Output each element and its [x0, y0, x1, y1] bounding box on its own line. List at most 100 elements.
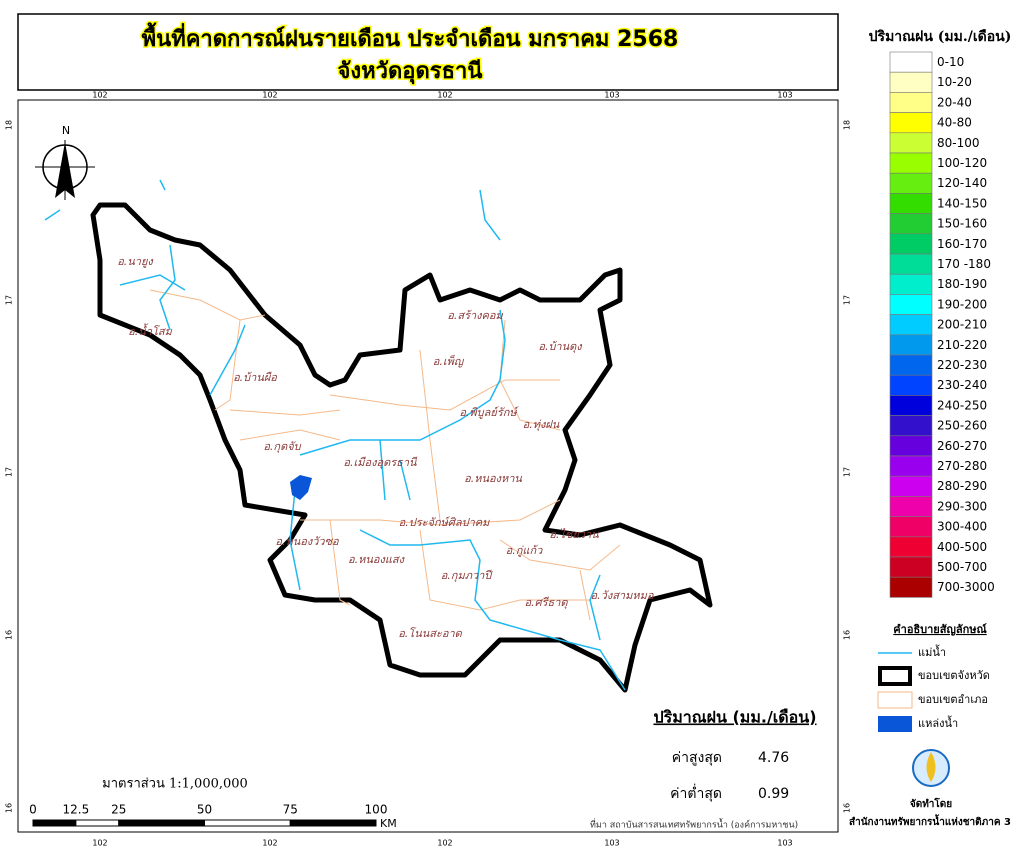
north-label: N: [62, 124, 70, 137]
max-label: ค่าสูงสุด: [672, 750, 722, 766]
district-label: อ.ไชยวาน: [549, 528, 599, 541]
lon-label: 102: [437, 91, 452, 100]
min-label: ค่าต่ำสุด: [670, 784, 722, 802]
district-label: อ.ทุ่งฝน: [523, 418, 560, 431]
scale-tick: 75: [283, 803, 298, 817]
legend-swatch: [889, 334, 933, 356]
legend-swatch: [889, 193, 933, 214]
legend-swatch: [889, 314, 933, 336]
district-label: อ.หนองหาน: [464, 472, 522, 485]
lon-label: 102: [262, 839, 277, 848]
scale-segment: [204, 819, 291, 827]
stats: ปริมาณฝน (มม./เดือน) ค่าสูงสุด 4.76 ค่าต…: [653, 708, 816, 803]
scale-tick: 50: [197, 803, 212, 817]
district-label: อ.ประจักษ์ศิลปาคม: [399, 516, 490, 529]
legend-label: 170 -180: [937, 257, 991, 271]
legend-swatch: [889, 435, 933, 457]
legend-label: 120-140: [937, 176, 987, 190]
legend-label: 260-270: [937, 439, 987, 453]
subtitle: จังหวัดอุดรธานี: [338, 59, 483, 85]
lon-label: 102: [437, 839, 452, 848]
legend-swatch: [889, 51, 933, 73]
district-label: อ.บ้านผือ: [233, 371, 277, 384]
legend-label: 300-400: [937, 520, 987, 534]
symbol-label: แม่น้ำ: [918, 644, 946, 659]
scale-segment: [75, 819, 120, 827]
scale-tick: 25: [111, 803, 126, 817]
scale-label: มาตราส่วน 1:1,000,000: [102, 777, 248, 792]
legend-label: 400-500: [937, 540, 987, 554]
legend-label: 250-260: [937, 419, 987, 433]
province-boundary: [90, 202, 713, 693]
district-boundaries: [149, 289, 621, 621]
legend-label: 150-160: [937, 217, 987, 231]
min-value: 0.99: [758, 786, 789, 802]
lon-label: 102: [92, 839, 107, 848]
legend-swatch: [889, 395, 933, 416]
title-box: [17, 13, 839, 91]
legend-swatch: [889, 273, 933, 295]
district-label: อ.น้ำโสม: [128, 323, 172, 338]
legend-swatch: [889, 496, 933, 517]
legend-label: 270-280: [937, 459, 987, 473]
province-symbol: [878, 666, 912, 686]
legend-swatch: [889, 354, 933, 376]
district-label: อ.หนองแสง: [348, 553, 406, 566]
legend-label: 80-100: [937, 136, 980, 150]
province: [44, 179, 713, 693]
legend-label: 20-40: [937, 95, 972, 109]
reservoir: [290, 475, 312, 500]
district-label: อ.กุดจับ: [263, 440, 301, 453]
scale-tick: 100: [365, 803, 388, 817]
lon-label: 103: [604, 91, 619, 100]
legend-swatch: [889, 294, 933, 315]
symbol-title: คำอธิบายสัญลักษณ์: [893, 623, 987, 636]
lat-label: 17: [5, 295, 14, 305]
symbol-legend: คำอธิบายสัญลักษณ์ แม่น้ำ ขอบเขตจังหวัด ข…: [849, 623, 1011, 828]
legend-label: 200-210: [937, 318, 987, 332]
district-label: อ.โนนสะอาด: [398, 627, 462, 640]
rivers: [44, 179, 626, 691]
source: ที่มา สถาบันสารสนเทศทรัพยากรน้ำ (องค์การ…: [590, 818, 798, 831]
credit-label: จัดทำโดย: [910, 797, 952, 810]
district-label: อ.กู่แก้ว: [506, 544, 544, 557]
lat-label: 17: [5, 467, 14, 477]
logo-drop: [926, 752, 936, 782]
scale-tick: 12.5: [63, 803, 90, 817]
district-label: อ.พิบูลย์รักษ์: [459, 406, 520, 419]
scale-unit: KM: [380, 817, 397, 830]
legend-swatch: [889, 92, 933, 113]
scale-segment: [289, 819, 377, 827]
legend-swatch: [889, 112, 933, 134]
legend-swatch: [889, 374, 933, 396]
legend-swatch: [889, 576, 933, 598]
scale-tick: 0: [29, 803, 37, 817]
district-label: อ.กุมภวาปี: [441, 569, 494, 582]
legend-label: 190-200: [937, 297, 987, 311]
legend-label: 230-240: [937, 378, 987, 392]
legend-label: 10-20: [937, 75, 972, 89]
water-symbol: [878, 716, 912, 732]
legend-swatch: [889, 233, 933, 255]
legend-label: 290-300: [937, 499, 987, 513]
legend-swatch: [889, 172, 933, 194]
district-label: อ.สร้างคอม: [447, 309, 503, 322]
district-label: อ.วังสามหมอ: [591, 589, 654, 602]
stats-title: ปริมาณฝน (มม./เดือน): [653, 708, 816, 727]
lat-label: 17: [843, 467, 852, 477]
lat-label: 18: [5, 120, 14, 130]
lon-label: 102: [262, 91, 277, 100]
title: พื้นที่คาดการณ์ฝนรายเดือน ประจำเดือน มกร…: [142, 22, 679, 52]
district-label: อ.เมืองอุดรธานี: [343, 456, 418, 469]
lat-label: 17: [843, 295, 852, 305]
district-symbol: [877, 691, 913, 709]
legend: ปริมาณฝน (มม./เดือน) 0-10 10-20 20-40 40-80…: [869, 29, 1011, 598]
lat-label: 16: [5, 803, 14, 813]
legend-label: 40-80: [937, 116, 972, 130]
legend-swatch: [889, 132, 933, 154]
legend-label: 500-700: [937, 560, 987, 574]
legend-label: 700-3000: [937, 580, 995, 594]
legend-label: 100-120: [937, 156, 987, 170]
